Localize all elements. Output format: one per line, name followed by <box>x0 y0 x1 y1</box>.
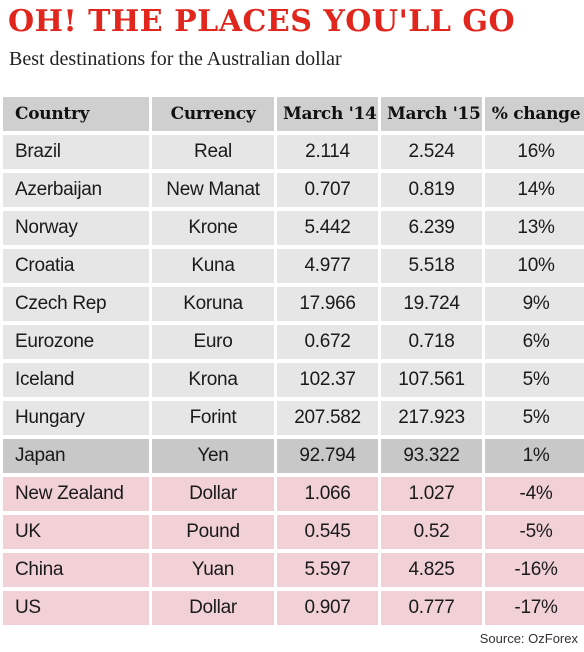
cell-percent-change: 16% <box>485 135 584 169</box>
cell-march-14: 0.907 <box>277 591 378 625</box>
table-row: Norway Krone 5.442 6.239 13% <box>3 211 584 245</box>
cell-currency: Yuan <box>152 553 274 587</box>
cell-percent-change: 13% <box>485 211 584 245</box>
cell-march-15: 0.52 <box>381 515 482 549</box>
cell-percent-change: -5% <box>485 515 584 549</box>
table-header-row: Country Currency March '14 March '15 % c… <box>3 97 584 131</box>
cell-country: Czech Rep <box>3 287 149 321</box>
cell-march-14: 207.582 <box>277 401 378 435</box>
cell-country: Norway <box>3 211 149 245</box>
table-row: US Dollar 0.907 0.777 -17% <box>3 591 584 625</box>
cell-percent-change: 6% <box>485 325 584 359</box>
cell-percent-change: -16% <box>485 553 584 587</box>
cell-currency: New Manat <box>152 173 274 207</box>
cell-currency: Krone <box>152 211 274 245</box>
chart-title: OH! THE PLACES YOU'LL GO <box>8 4 516 39</box>
table-row: China Yuan 5.597 4.825 -16% <box>3 553 584 587</box>
cell-currency: Dollar <box>152 477 274 511</box>
cell-march-14: 0.707 <box>277 173 378 207</box>
cell-march-14: 102.37 <box>277 363 378 397</box>
cell-march-14: 5.597 <box>277 553 378 587</box>
table-row: Azerbaijan New Manat 0.707 0.819 14% <box>3 173 584 207</box>
cell-country: UK <box>3 515 149 549</box>
source-credit: Source: OzForex <box>479 631 578 646</box>
table-row: UK Pound 0.545 0.52 -5% <box>3 515 584 549</box>
cell-country: Japan <box>3 439 149 473</box>
cell-march-15: 2.524 <box>381 135 482 169</box>
cell-march-15: 0.718 <box>381 325 482 359</box>
cell-currency: Kuna <box>152 249 274 283</box>
cell-percent-change: -4% <box>485 477 584 511</box>
cell-currency: Krona <box>152 363 274 397</box>
cell-country: Iceland <box>3 363 149 397</box>
cell-march-14: 2.114 <box>277 135 378 169</box>
cell-percent-change: -17% <box>485 591 584 625</box>
table-row: Croatia Kuna 4.977 5.518 10% <box>3 249 584 283</box>
cell-march-15: 107.561 <box>381 363 482 397</box>
cell-currency: Pound <box>152 515 274 549</box>
cell-country: Azerbaijan <box>3 173 149 207</box>
column-header-march-14: March '14 <box>277 97 378 131</box>
cell-march-14: 92.794 <box>277 439 378 473</box>
cell-country: Croatia <box>3 249 149 283</box>
cell-country: China <box>3 553 149 587</box>
cell-march-15: 6.239 <box>381 211 482 245</box>
column-header-march-15: March '15 <box>381 97 482 131</box>
cell-currency: Koruna <box>152 287 274 321</box>
cell-country: New Zealand <box>3 477 149 511</box>
cell-percent-change: 5% <box>485 363 584 397</box>
cell-march-14: 5.442 <box>277 211 378 245</box>
table-row: Brazil Real 2.114 2.524 16% <box>3 135 584 169</box>
cell-country: Brazil <box>3 135 149 169</box>
cell-currency: Euro <box>152 325 274 359</box>
cell-percent-change: 9% <box>485 287 584 321</box>
cell-currency: Dollar <box>152 591 274 625</box>
cell-march-14: 17.966 <box>277 287 378 321</box>
column-header-country: Country <box>3 97 149 131</box>
cell-march-14: 4.977 <box>277 249 378 283</box>
table-row: New Zealand Dollar 1.066 1.027 -4% <box>3 477 584 511</box>
cell-march-15: 217.923 <box>381 401 482 435</box>
cell-march-15: 5.518 <box>381 249 482 283</box>
cell-march-15: 93.322 <box>381 439 482 473</box>
cell-percent-change: 5% <box>485 401 584 435</box>
chart-subtitle: Best destinations for the Australian dol… <box>9 48 342 70</box>
cell-march-15: 0.777 <box>381 591 482 625</box>
cell-country: US <box>3 591 149 625</box>
table-row: Iceland Krona 102.37 107.561 5% <box>3 363 584 397</box>
cell-country: Hungary <box>3 401 149 435</box>
table-row: Czech Rep Koruna 17.966 19.724 9% <box>3 287 584 321</box>
cell-march-15: 19.724 <box>381 287 482 321</box>
table-row: Hungary Forint 207.582 217.923 5% <box>3 401 584 435</box>
cell-percent-change: 10% <box>485 249 584 283</box>
cell-currency: Yen <box>152 439 274 473</box>
cell-percent-change: 14% <box>485 173 584 207</box>
cell-percent-change: 1% <box>485 439 584 473</box>
cell-march-15: 0.819 <box>381 173 482 207</box>
table-row: Japan Yen 92.794 93.322 1% <box>3 439 584 473</box>
cell-march-15: 4.825 <box>381 553 482 587</box>
cell-country: Eurozone <box>3 325 149 359</box>
table-body: Brazil Real 2.114 2.524 16% Azerbaijan New Man… <box>3 135 584 625</box>
cell-march-14: 1.066 <box>277 477 378 511</box>
cell-currency: Forint <box>152 401 274 435</box>
exchange-rate-table: Country Currency March '14 March '15 % c… <box>0 93 584 629</box>
column-header-currency: Currency <box>152 97 274 131</box>
cell-march-14: 0.672 <box>277 325 378 359</box>
table-row: Eurozone Euro 0.672 0.718 6% <box>3 325 584 359</box>
cell-currency: Real <box>152 135 274 169</box>
cell-march-15: 1.027 <box>381 477 482 511</box>
cell-march-14: 0.545 <box>277 515 378 549</box>
column-header-percent-change: % change <box>485 97 584 131</box>
